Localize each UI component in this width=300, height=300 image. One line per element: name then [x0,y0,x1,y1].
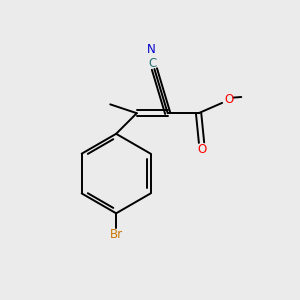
Text: O: O [197,142,206,156]
Text: Br: Br [110,228,123,241]
Text: N: N [146,44,155,56]
Text: O: O [224,93,233,106]
Text: C: C [149,57,157,70]
